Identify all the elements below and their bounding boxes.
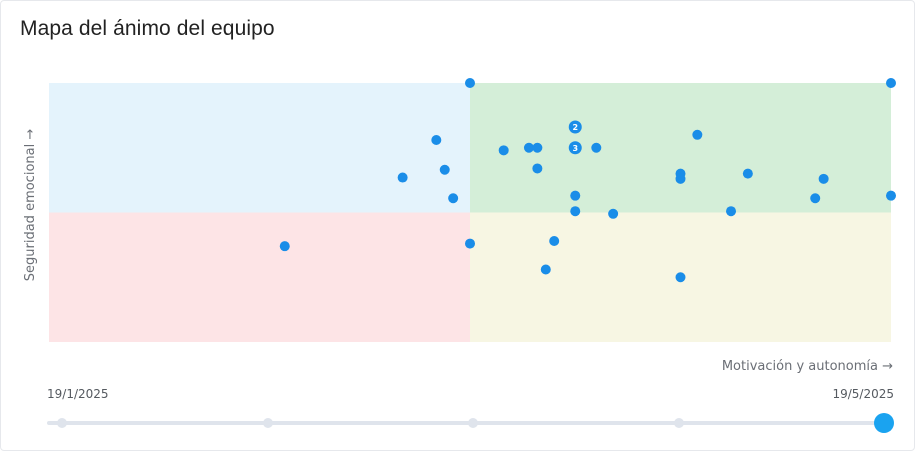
data-point bbox=[726, 206, 737, 217]
data-point-marker bbox=[532, 163, 543, 174]
chart-title: Mapa del ánimo del equipo bbox=[20, 17, 275, 40]
data-point bbox=[397, 172, 408, 183]
quadrant-top-left bbox=[49, 83, 470, 213]
data-point-marker bbox=[465, 238, 475, 249]
data-point bbox=[540, 264, 551, 275]
data-point bbox=[439, 164, 450, 175]
data-point bbox=[465, 78, 475, 88]
data-point bbox=[498, 145, 509, 156]
data-point-marker bbox=[886, 190, 896, 201]
data-point bbox=[810, 193, 821, 204]
data-point-marker bbox=[591, 142, 602, 153]
data-point: 3 bbox=[568, 141, 582, 155]
data-point-marker bbox=[570, 190, 581, 201]
timeline-tick[interactable] bbox=[673, 418, 684, 428]
x-axis-label: Motivación y autonomía → bbox=[722, 359, 893, 374]
data-point-marker bbox=[549, 235, 560, 246]
data-point bbox=[818, 173, 829, 184]
data-point bbox=[465, 238, 475, 249]
data-point bbox=[431, 134, 442, 145]
data-point-marker bbox=[726, 206, 737, 217]
data-point-marker bbox=[570, 206, 581, 217]
data-point-marker bbox=[568, 120, 582, 134]
timeline-start-label: 19/1/2025 bbox=[47, 387, 109, 401]
data-point-count-label: 2 bbox=[572, 123, 578, 132]
data-point bbox=[549, 235, 560, 246]
data-point-marker bbox=[540, 264, 551, 275]
data-point bbox=[570, 206, 581, 217]
timeline-tick[interactable] bbox=[262, 418, 273, 428]
data-point bbox=[886, 190, 896, 201]
data-point-marker bbox=[692, 129, 703, 140]
data-point-marker bbox=[675, 272, 686, 283]
timeline-tick[interactable] bbox=[468, 418, 478, 428]
data-point bbox=[886, 78, 896, 88]
data-point bbox=[608, 208, 619, 219]
timeline-thumb[interactable] bbox=[874, 413, 894, 433]
data-point-marker bbox=[810, 193, 821, 204]
data-point bbox=[279, 241, 290, 252]
data-point-marker bbox=[439, 164, 450, 175]
data-point-marker bbox=[465, 78, 475, 88]
data-point bbox=[692, 129, 703, 140]
points-layer: 23 bbox=[279, 78, 896, 283]
data-point-marker bbox=[498, 145, 509, 156]
data-point bbox=[448, 193, 459, 204]
data-point bbox=[532, 163, 543, 174]
timeline-tick[interactable] bbox=[57, 418, 67, 428]
data-point bbox=[675, 272, 686, 283]
data-point-marker bbox=[532, 142, 543, 153]
data-point bbox=[675, 173, 686, 184]
data-point: 2 bbox=[568, 120, 582, 134]
data-point-marker bbox=[523, 142, 534, 153]
timeline-end-label: 19/5/2025 bbox=[832, 387, 894, 401]
timeline-track[interactable] bbox=[47, 421, 883, 425]
data-point-marker bbox=[431, 134, 442, 145]
data-point bbox=[532, 142, 543, 153]
data-point-marker bbox=[279, 241, 290, 252]
data-point bbox=[742, 168, 753, 179]
data-point-marker bbox=[448, 193, 459, 204]
data-point bbox=[523, 142, 534, 153]
data-point bbox=[591, 142, 602, 153]
quadrant-bottom-left bbox=[49, 212, 470, 342]
data-point-marker bbox=[675, 173, 686, 184]
data-point-marker bbox=[818, 173, 829, 184]
data-point-marker bbox=[742, 168, 753, 179]
y-axis-label: Seguridad emocional → bbox=[23, 129, 38, 282]
data-point-marker bbox=[608, 208, 619, 219]
data-point-marker bbox=[568, 141, 582, 155]
data-point bbox=[570, 190, 581, 201]
data-point-marker bbox=[397, 172, 408, 183]
data-point-marker bbox=[886, 78, 896, 88]
data-point-count-label: 3 bbox=[572, 144, 578, 153]
